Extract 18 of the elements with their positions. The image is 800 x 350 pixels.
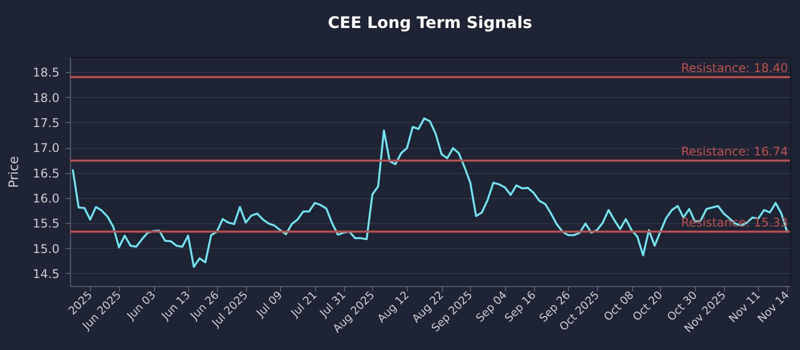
x-tick-label: Jul 09	[253, 288, 285, 320]
y-tick-label: 15.0	[32, 242, 60, 256]
x-tick-label: Jul 21	[288, 288, 320, 320]
chart-title: CEE Long Term Signals	[328, 13, 532, 32]
y-tick-label: 17.0	[32, 141, 60, 156]
ref-line-label: Resistance: 18.40	[681, 61, 788, 76]
y-tick-label: 16.0	[32, 191, 60, 206]
y-tick-label: 16.5	[32, 166, 60, 180]
y-tick-label: 18.0	[32, 90, 60, 105]
y-tick-label: 15.5	[32, 216, 60, 231]
y-tick-label: 18.5	[32, 66, 60, 80]
y-tick-label: 17.5	[32, 116, 60, 130]
y-axis-title: Price	[6, 156, 22, 188]
x-tick-label: Jun 03	[124, 288, 158, 323]
line-series	[72, 117, 788, 268]
y-tick-label: 14.5	[32, 266, 60, 281]
x-tick-label: Aug 12	[374, 288, 412, 326]
ref-line-label: Resistance: 16.74	[681, 144, 788, 159]
